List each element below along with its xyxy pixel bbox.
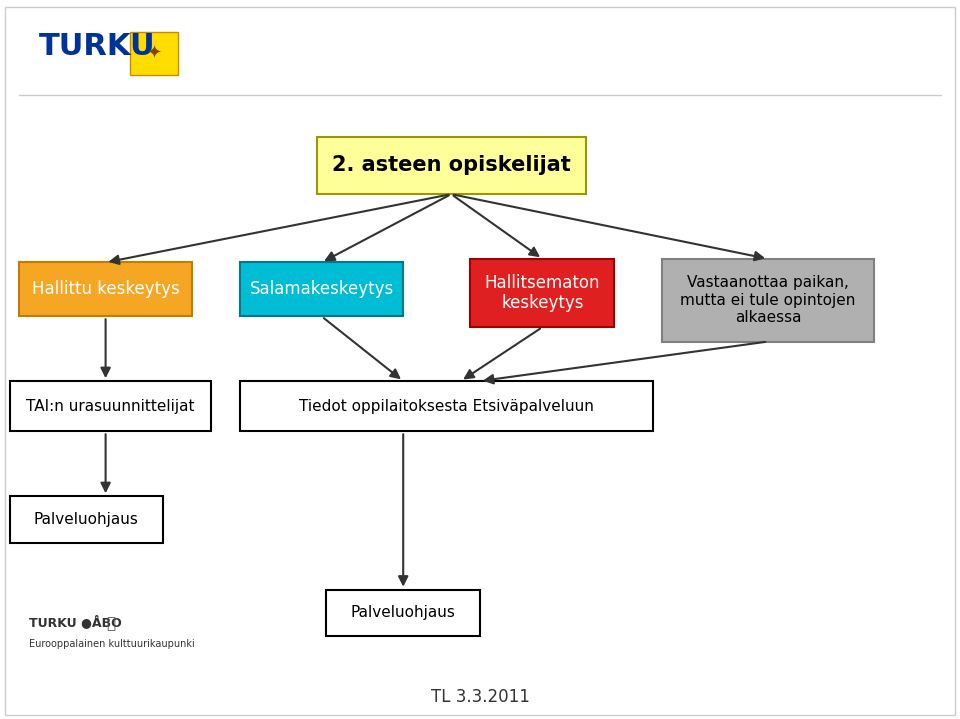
Text: Palveluohjaus: Palveluohjaus	[34, 512, 139, 527]
FancyBboxPatch shape	[10, 381, 211, 431]
Text: Eurooppalainen kulttuurikaupunki: Eurooppalainen kulttuurikaupunki	[29, 638, 195, 649]
FancyBboxPatch shape	[240, 381, 653, 431]
FancyBboxPatch shape	[19, 262, 192, 316]
Text: Hallittu keskeytys: Hallittu keskeytys	[32, 280, 180, 298]
Text: TURKU: TURKU	[38, 32, 155, 61]
FancyBboxPatch shape	[470, 259, 614, 327]
Text: Hallitsematon
keskeytys: Hallitsematon keskeytys	[485, 274, 600, 312]
FancyBboxPatch shape	[130, 32, 178, 75]
Text: ⛰: ⛰	[106, 616, 115, 631]
FancyBboxPatch shape	[662, 259, 874, 342]
FancyBboxPatch shape	[240, 262, 403, 316]
FancyBboxPatch shape	[10, 496, 163, 543]
Text: 2. asteen opiskelijat: 2. asteen opiskelijat	[332, 155, 570, 175]
Text: TL 3.3.2011: TL 3.3.2011	[431, 688, 529, 707]
FancyBboxPatch shape	[326, 590, 480, 636]
Text: Palveluohjaus: Palveluohjaus	[350, 605, 456, 620]
Text: TURKU ●ÅBO: TURKU ●ÅBO	[29, 615, 122, 629]
Text: Salamakeskeytys: Salamakeskeytys	[250, 280, 394, 298]
FancyBboxPatch shape	[317, 137, 586, 194]
Text: Tiedot oppilaitoksesta Etsiväpalveluun: Tiedot oppilaitoksesta Etsiväpalveluun	[299, 399, 594, 413]
Text: Vastaanottaa paikan,
mutta ei tule opintojen
alkaessa: Vastaanottaa paikan, mutta ei tule opint…	[681, 275, 855, 325]
Text: TAI:n urasuunnittelijat: TAI:n urasuunnittelijat	[26, 399, 195, 413]
Text: ✦: ✦	[146, 45, 161, 63]
